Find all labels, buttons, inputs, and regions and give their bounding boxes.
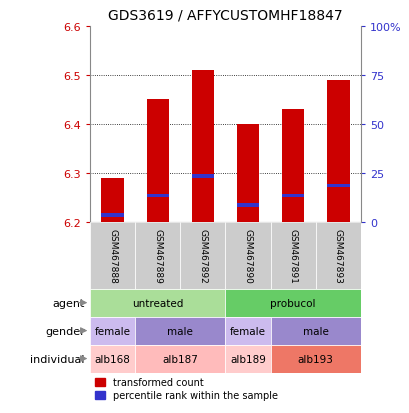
Text: alb168: alb168	[94, 354, 130, 364]
Bar	[90, 317, 135, 345]
Text: female: female	[94, 326, 130, 336]
Bar	[315, 222, 360, 289]
Text: probucol: probucol	[270, 298, 315, 308]
Bar	[180, 222, 225, 289]
Text: GSM467892: GSM467892	[198, 228, 207, 283]
Bar	[236, 204, 259, 207]
Bar	[146, 100, 169, 222]
Text: GSM467889: GSM467889	[153, 228, 162, 283]
Text: gender: gender	[45, 326, 85, 336]
Text: GSM467888: GSM467888	[108, 228, 117, 283]
Text: GSM467890: GSM467890	[243, 228, 252, 283]
Legend: transformed count, percentile rank within the sample: transformed count, percentile rank withi…	[95, 377, 277, 400]
Bar	[225, 222, 270, 289]
Text: female: female	[229, 326, 265, 336]
Bar	[135, 345, 225, 373]
Bar	[225, 289, 360, 317]
Bar	[281, 110, 303, 222]
Bar	[135, 222, 180, 289]
Title: GDS3619 / AFFYCUSTOMHF18847: GDS3619 / AFFYCUSTOMHF18847	[108, 9, 342, 23]
Text: untreated: untreated	[132, 298, 183, 308]
Bar	[191, 175, 213, 178]
Bar	[281, 194, 303, 198]
Text: alb193: alb193	[297, 354, 333, 364]
Bar	[270, 222, 315, 289]
Bar	[146, 194, 169, 198]
Text: alb189: alb189	[229, 354, 265, 364]
Bar	[270, 345, 360, 373]
Text: male: male	[167, 326, 193, 336]
Bar	[90, 345, 135, 373]
Bar	[101, 178, 124, 222]
Text: GSM467891: GSM467891	[288, 228, 297, 283]
Bar	[191, 71, 213, 222]
Bar	[135, 317, 225, 345]
Text: alb187: alb187	[162, 354, 198, 364]
Bar	[101, 214, 124, 217]
Bar	[225, 317, 270, 345]
Text: male: male	[302, 326, 328, 336]
Bar	[90, 289, 225, 317]
Bar	[225, 345, 270, 373]
Bar	[90, 222, 135, 289]
Bar	[326, 81, 349, 222]
Text: GSM467893: GSM467893	[333, 228, 342, 283]
Bar	[236, 124, 259, 222]
Bar	[326, 185, 349, 188]
Text: agent: agent	[52, 298, 85, 308]
Bar	[270, 317, 360, 345]
Text: individual: individual	[30, 354, 85, 364]
